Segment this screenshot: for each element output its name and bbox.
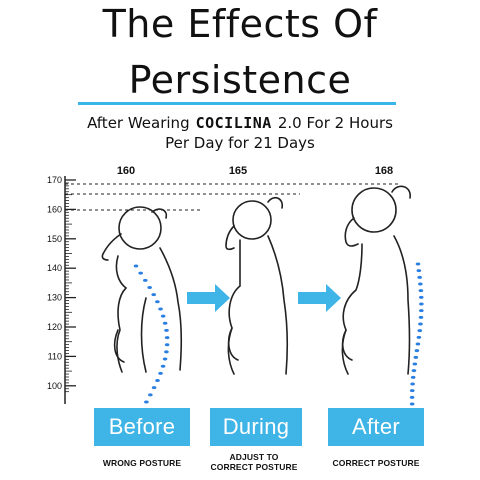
spine-dot — [148, 393, 153, 397]
spine-dot — [415, 342, 421, 346]
spine-dot — [418, 282, 423, 286]
spine-dot — [133, 264, 139, 268]
spine-dot — [142, 278, 148, 282]
spine-dot — [147, 285, 152, 289]
height-label-before: 160 — [117, 165, 135, 177]
spine-dot — [164, 343, 170, 347]
ruler-tick-label: 140 — [47, 263, 62, 273]
subtitle-line-2: Per Day for 21 Days — [165, 134, 315, 152]
spine-dot — [410, 382, 415, 386]
title-line-2: Persistence — [128, 58, 352, 102]
spine-dot — [155, 300, 160, 304]
spine-dot — [418, 295, 424, 299]
spine-dot — [418, 315, 424, 319]
spine-dot — [419, 309, 424, 313]
title-underline — [78, 102, 396, 105]
height-label-after: 168 — [375, 165, 393, 177]
spine-dot — [155, 379, 160, 383]
spine-dot — [164, 350, 169, 354]
spine-dot — [418, 289, 424, 293]
caption-before: WRONG POSTURE — [84, 458, 200, 468]
subtitle-line-1: After Wearing COCILINA 2.0 For 2 Hours — [0, 113, 480, 133]
spine-dot — [410, 375, 416, 379]
ruler-tick-label: 100 — [47, 381, 62, 391]
spine-dot — [151, 293, 157, 297]
caption-after-line-1: CORRECT POSTURE — [332, 458, 420, 468]
caption-before-line-1: WRONG POSTURE — [102, 458, 182, 468]
spine-dot — [415, 262, 421, 266]
spine-dot — [417, 275, 422, 279]
spine-dot — [419, 302, 424, 306]
label-before: Before — [94, 408, 190, 446]
spine-dot — [160, 314, 166, 318]
title-line-1: The Effects Of — [102, 2, 378, 46]
label-after: After — [328, 408, 424, 446]
figure-during — [225, 196, 289, 375]
label-during: During — [210, 408, 302, 446]
spine-dot — [144, 400, 149, 404]
spine-dot — [413, 355, 419, 359]
subtitle-prefix: After Wearing — [87, 114, 190, 132]
spine-dot — [162, 357, 168, 361]
caption-during-line-2: CORRECT POSTURE — [210, 462, 298, 472]
spine-dot — [164, 328, 169, 332]
spine-dot — [416, 335, 422, 339]
caption-during-line-1: ADJUST TO — [229, 452, 279, 462]
ruler-tick-label: 110 — [48, 351, 62, 361]
spine-dot — [158, 371, 163, 375]
spine-dot — [409, 402, 415, 406]
spine-dot — [138, 271, 143, 275]
caption-during: ADJUST TO CORRECT POSTURE — [196, 452, 312, 472]
spine-dot — [412, 362, 418, 366]
spine-dot — [409, 389, 415, 393]
arrow-right-icon — [187, 284, 230, 312]
spine-dots-after — [409, 262, 424, 406]
spine-dot — [158, 307, 163, 311]
spine-dot — [409, 395, 415, 399]
height-reference-lines — [65, 183, 400, 211]
spine-dot — [162, 321, 168, 325]
spine-dot — [414, 349, 420, 353]
caption-after: CORRECT POSTURE — [318, 458, 434, 468]
ruler-tick-label: 170 — [47, 175, 62, 185]
spine-dot — [418, 322, 423, 326]
brand-name: COCILINA — [195, 114, 272, 132]
height-ruler — [64, 176, 76, 404]
spine-dot — [417, 329, 423, 333]
spine-dot — [160, 364, 166, 368]
ruler-tick-label: 160 — [47, 204, 62, 214]
spine-dot — [151, 386, 157, 390]
figure-after — [341, 185, 411, 375]
ruler-tick-label: 150 — [47, 234, 62, 244]
spine-dots-before — [133, 264, 170, 404]
subtitle-suffix: 2.0 For 2 Hours — [277, 114, 393, 132]
height-label-during: 165 — [229, 165, 247, 177]
figure-before — [101, 206, 183, 373]
ruler-tick-label: 120 — [47, 322, 62, 332]
spine-dot — [164, 336, 170, 340]
ruler-tick-label: 130 — [47, 293, 62, 303]
spine-dot — [411, 369, 417, 373]
arrow-right-icon — [298, 284, 341, 312]
spine-dot — [416, 269, 422, 273]
